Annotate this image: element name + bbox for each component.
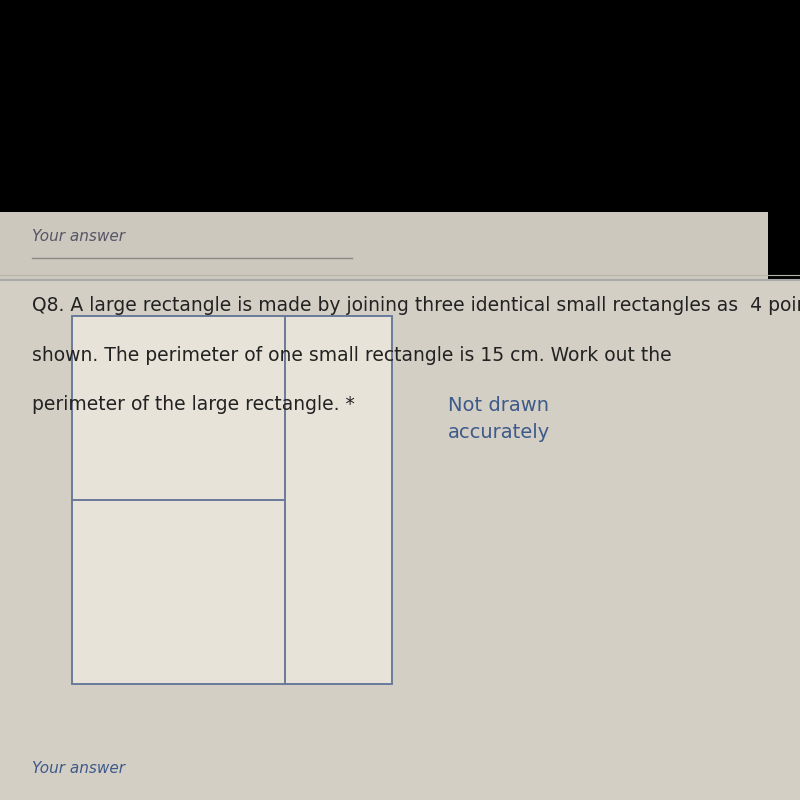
- Text: Your answer: Your answer: [32, 229, 125, 244]
- Text: Q8. A large rectangle is made by joining three identical small rectangles as  4 : Q8. A large rectangle is made by joining…: [32, 296, 800, 315]
- Text: perimeter of the large rectangle. *: perimeter of the large rectangle. *: [32, 395, 354, 414]
- Text: shown. The perimeter of one small rectangle is 15 cm. Work out the: shown. The perimeter of one small rectan…: [32, 346, 672, 365]
- Text: Your answer: Your answer: [32, 761, 125, 776]
- Bar: [0, 0, 800, 212]
- Text: Not drawn
accurately: Not drawn accurately: [448, 396, 550, 442]
- Bar: [72, 316, 392, 684]
- Bar: [0, 280, 800, 800]
- Bar: [0, 212, 768, 280]
- Bar: [768, 212, 800, 280]
